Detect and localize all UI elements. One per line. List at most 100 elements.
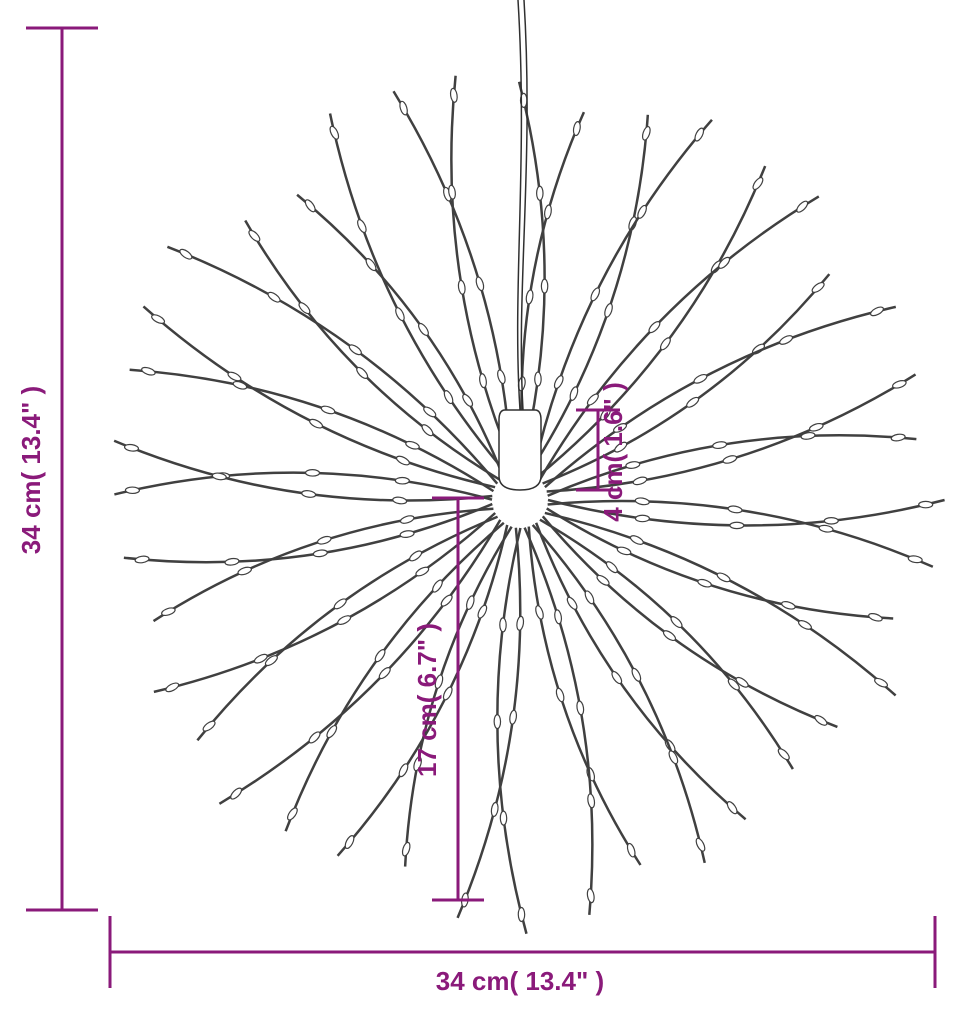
led-bulb (165, 681, 180, 693)
led-bulb (583, 590, 595, 605)
led-bulb (395, 477, 409, 484)
led-bulb (537, 186, 543, 200)
led-bulb (576, 700, 585, 715)
led-bulb (442, 686, 454, 701)
led-bulb (629, 534, 644, 546)
led-bulb (728, 505, 743, 514)
strands-group (114, 76, 944, 934)
led-bulb (824, 518, 838, 524)
diagram-container: 34 cm( 13.4" )34 cm( 13.4" )17 cm( 6.7" … (0, 0, 962, 1013)
led-bulb (589, 287, 601, 302)
led-bulb (525, 290, 534, 305)
led-bulb (400, 530, 415, 538)
led-bulb (693, 373, 708, 385)
led-bulb (892, 379, 907, 389)
led-bulb (202, 719, 217, 732)
led-bulb (555, 687, 565, 702)
led-bulb (722, 454, 737, 464)
led-bulb (819, 524, 834, 533)
led-bulb (605, 560, 619, 574)
led-bulb (500, 811, 507, 825)
led-bulb (308, 418, 323, 430)
led-bulb (304, 198, 317, 213)
led-bulb (333, 597, 348, 610)
led-bulb (394, 306, 406, 321)
led-bulb (476, 604, 488, 619)
led-bulb (494, 715, 501, 729)
dimension-drawing: 34 cm( 13.4" )34 cm( 13.4" )17 cm( 6.7" … (0, 0, 962, 1013)
strand (245, 221, 500, 481)
led-bulb (541, 279, 547, 293)
led-bulb (307, 730, 321, 744)
led-bulb (697, 578, 712, 588)
led-bulb (301, 490, 316, 498)
led-bulb (669, 615, 683, 629)
led-bulb (420, 423, 434, 437)
led-bulb (659, 336, 672, 351)
led-bulb (417, 322, 430, 337)
led-bulb (569, 386, 579, 401)
led-bulb (781, 600, 796, 610)
led-bulb (317, 535, 332, 545)
led-bulb (422, 405, 437, 418)
led-bulb (320, 405, 335, 416)
led-bulb (465, 595, 475, 610)
led-bulb (632, 476, 647, 486)
led-bulb (397, 763, 409, 778)
led-bulb (712, 441, 727, 449)
led-bulb (693, 127, 705, 142)
led-bulb (356, 218, 368, 233)
led-bulb (662, 629, 677, 642)
led-bulb (726, 800, 739, 815)
led-bulb (392, 496, 407, 504)
led-bulb (450, 88, 458, 103)
led-bulb (305, 470, 319, 477)
led-bulb (461, 393, 474, 408)
led-bulb (286, 806, 299, 821)
led-bulb (313, 549, 328, 557)
strand (124, 504, 492, 562)
led-bulb (603, 303, 613, 318)
led-bulb (500, 618, 507, 632)
led-bulb (919, 501, 933, 507)
led-bulb (751, 176, 764, 191)
led-bulb (237, 566, 252, 576)
led-bulb (458, 280, 466, 295)
led-bulb (534, 605, 544, 620)
led-bulb (635, 515, 649, 521)
led-bulb (401, 842, 411, 857)
led-bulb (809, 422, 824, 432)
led-bulb (415, 565, 430, 577)
led-bulb (229, 786, 243, 800)
led-bulb (626, 843, 636, 858)
led-bulb (344, 834, 356, 849)
led-bulb (491, 802, 499, 817)
led-bulb (475, 276, 485, 291)
led-bulb (443, 389, 455, 404)
led-bulb (667, 750, 679, 765)
led-bulb (518, 907, 525, 921)
led-bulb (811, 281, 826, 294)
led-bulb (348, 343, 363, 356)
power-cord (518, 0, 527, 410)
led-bulb (408, 549, 423, 562)
led-bulb (535, 372, 541, 386)
led-bulb (124, 444, 139, 452)
center-hub (499, 410, 541, 490)
led-bulb (873, 677, 888, 689)
led-bulb (891, 433, 906, 441)
led-bulb (610, 670, 623, 685)
led-bulb (336, 614, 351, 626)
led-bulb (398, 100, 408, 115)
led-bulb (509, 710, 517, 725)
led-bulb (797, 619, 812, 631)
led-bulb (730, 522, 744, 528)
led-bulb (405, 440, 420, 451)
led-bulb (778, 334, 793, 346)
led-bulb (544, 204, 553, 219)
led-bulb (813, 714, 828, 727)
led-bulb (439, 593, 453, 607)
led-bulb (869, 305, 884, 317)
led-bulb (565, 596, 578, 611)
led-bulb (616, 546, 631, 556)
